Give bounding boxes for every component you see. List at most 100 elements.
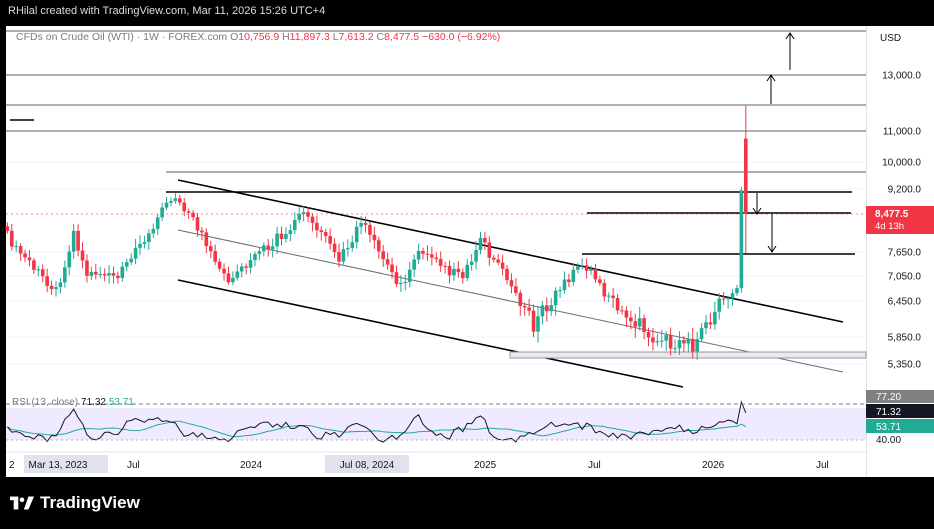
candle-body	[58, 282, 63, 288]
candle	[191, 210, 195, 221]
candle-body	[704, 322, 708, 329]
candle	[682, 336, 686, 353]
candle	[262, 242, 266, 257]
candle-body	[248, 260, 253, 268]
candle	[323, 228, 328, 243]
candle	[138, 235, 142, 256]
candle	[354, 220, 359, 249]
candle-body	[138, 243, 142, 248]
candle	[36, 265, 41, 277]
time-tick-label: Jul	[127, 460, 140, 471]
currency-label[interactable]: USD	[880, 33, 902, 44]
move-arrow-1	[752, 193, 762, 215]
candle	[14, 240, 19, 253]
candle-body	[624, 310, 629, 318]
price-tick-label: 9,200.0	[888, 185, 922, 196]
candle	[434, 252, 439, 263]
candle-body	[270, 246, 275, 250]
brand-name: TradingView	[40, 493, 140, 512]
candle	[292, 212, 297, 235]
candle	[704, 314, 708, 335]
candle-body	[27, 257, 32, 261]
candle-body	[208, 246, 213, 252]
candle-body	[363, 222, 368, 225]
candle	[606, 292, 611, 303]
candle	[407, 262, 412, 288]
candle	[394, 265, 399, 288]
candle-body	[186, 211, 191, 213]
candle-body	[690, 338, 695, 352]
price-tick-label: 5,350.0	[888, 360, 922, 371]
candle	[248, 253, 253, 274]
candle-body	[412, 259, 416, 270]
candle	[310, 213, 315, 232]
target-arrow-2-head	[766, 74, 776, 82]
candle-body	[531, 310, 536, 332]
candle	[536, 306, 540, 343]
candle-body	[686, 338, 691, 344]
candle-body	[668, 335, 673, 349]
candle	[668, 327, 673, 356]
current-price-badge	[866, 206, 934, 234]
candle-body	[562, 279, 567, 291]
candle-body	[743, 138, 748, 214]
candle-body	[36, 269, 41, 271]
candle	[120, 261, 125, 282]
rsi-ma-value: 53.71	[108, 397, 134, 408]
candle	[695, 331, 699, 360]
price-tick-label: 7,650.0	[888, 248, 922, 259]
candle-body	[5, 226, 10, 231]
candle	[726, 295, 730, 309]
candle	[620, 305, 624, 315]
candle	[67, 245, 72, 276]
candle-body	[394, 272, 399, 285]
candle-body	[575, 266, 580, 270]
candle	[18, 243, 23, 262]
candle	[690, 327, 695, 359]
candle	[244, 263, 248, 275]
move-arrow-1-head	[752, 207, 762, 215]
candle	[178, 194, 182, 206]
candle-body	[629, 317, 633, 322]
candle	[673, 339, 677, 354]
candle	[80, 242, 85, 269]
open-value: 10,756.9	[238, 31, 280, 43]
candle-body	[266, 245, 271, 250]
candle	[350, 235, 355, 252]
candle	[98, 266, 103, 279]
candle-body	[491, 257, 496, 260]
candle-body	[288, 230, 293, 235]
target-arrow-1	[785, 32, 795, 70]
candle-body	[306, 212, 310, 217]
rsi-ma-badge	[866, 419, 934, 433]
candle-body	[354, 226, 359, 243]
candle-body	[111, 273, 116, 276]
candle-body	[717, 298, 722, 312]
candle	[637, 307, 642, 331]
candle-body	[98, 274, 103, 276]
candle-body	[217, 261, 222, 269]
candle-body	[602, 282, 607, 297]
candle-body	[32, 260, 36, 270]
candle-body	[456, 268, 461, 273]
candle-body	[434, 257, 439, 259]
candle-body	[173, 198, 178, 201]
candle-body	[275, 233, 279, 247]
candle	[646, 327, 651, 347]
candle-body	[160, 207, 164, 218]
candle	[133, 238, 138, 265]
countdown-text: 4d 13h	[875, 221, 904, 232]
close-value: 8,477.5	[384, 31, 420, 43]
rsi-value-axis-label: 71.32	[876, 407, 901, 418]
candle	[372, 226, 377, 249]
candle-body	[620, 310, 624, 312]
candle-body	[120, 266, 125, 279]
candle-body	[461, 272, 465, 279]
candle	[54, 280, 58, 297]
price-tick-label: 6,450.0	[888, 297, 922, 308]
time-tick-label: 2024	[240, 460, 263, 471]
candle-body	[651, 337, 655, 343]
candle-body	[195, 217, 200, 231]
candle-body	[403, 281, 408, 283]
